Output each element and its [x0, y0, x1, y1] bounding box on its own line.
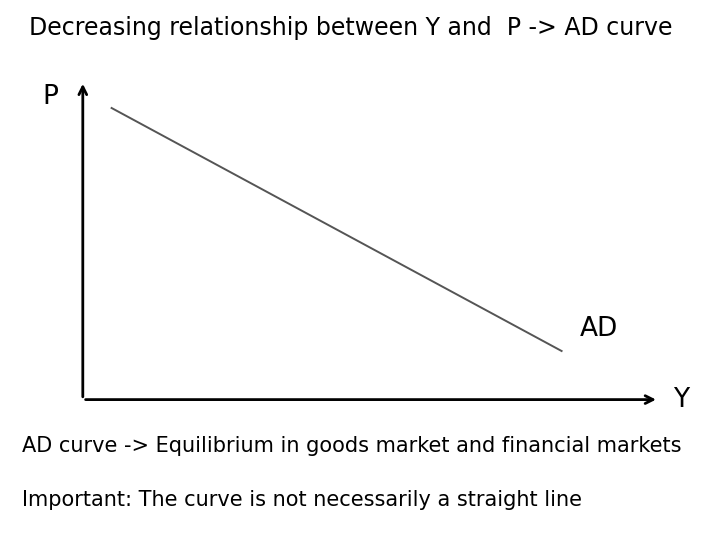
Text: Y: Y	[673, 387, 689, 413]
Text: Important: The curve is not necessarily a straight line: Important: The curve is not necessarily …	[22, 489, 582, 510]
Text: P: P	[42, 84, 58, 110]
Text: Decreasing relationship between Y and  P -> AD curve: Decreasing relationship between Y and P …	[29, 16, 672, 40]
Text: AD curve -> Equilibrium in goods market and financial markets: AD curve -> Equilibrium in goods market …	[22, 435, 681, 456]
Text: AD: AD	[580, 316, 618, 342]
